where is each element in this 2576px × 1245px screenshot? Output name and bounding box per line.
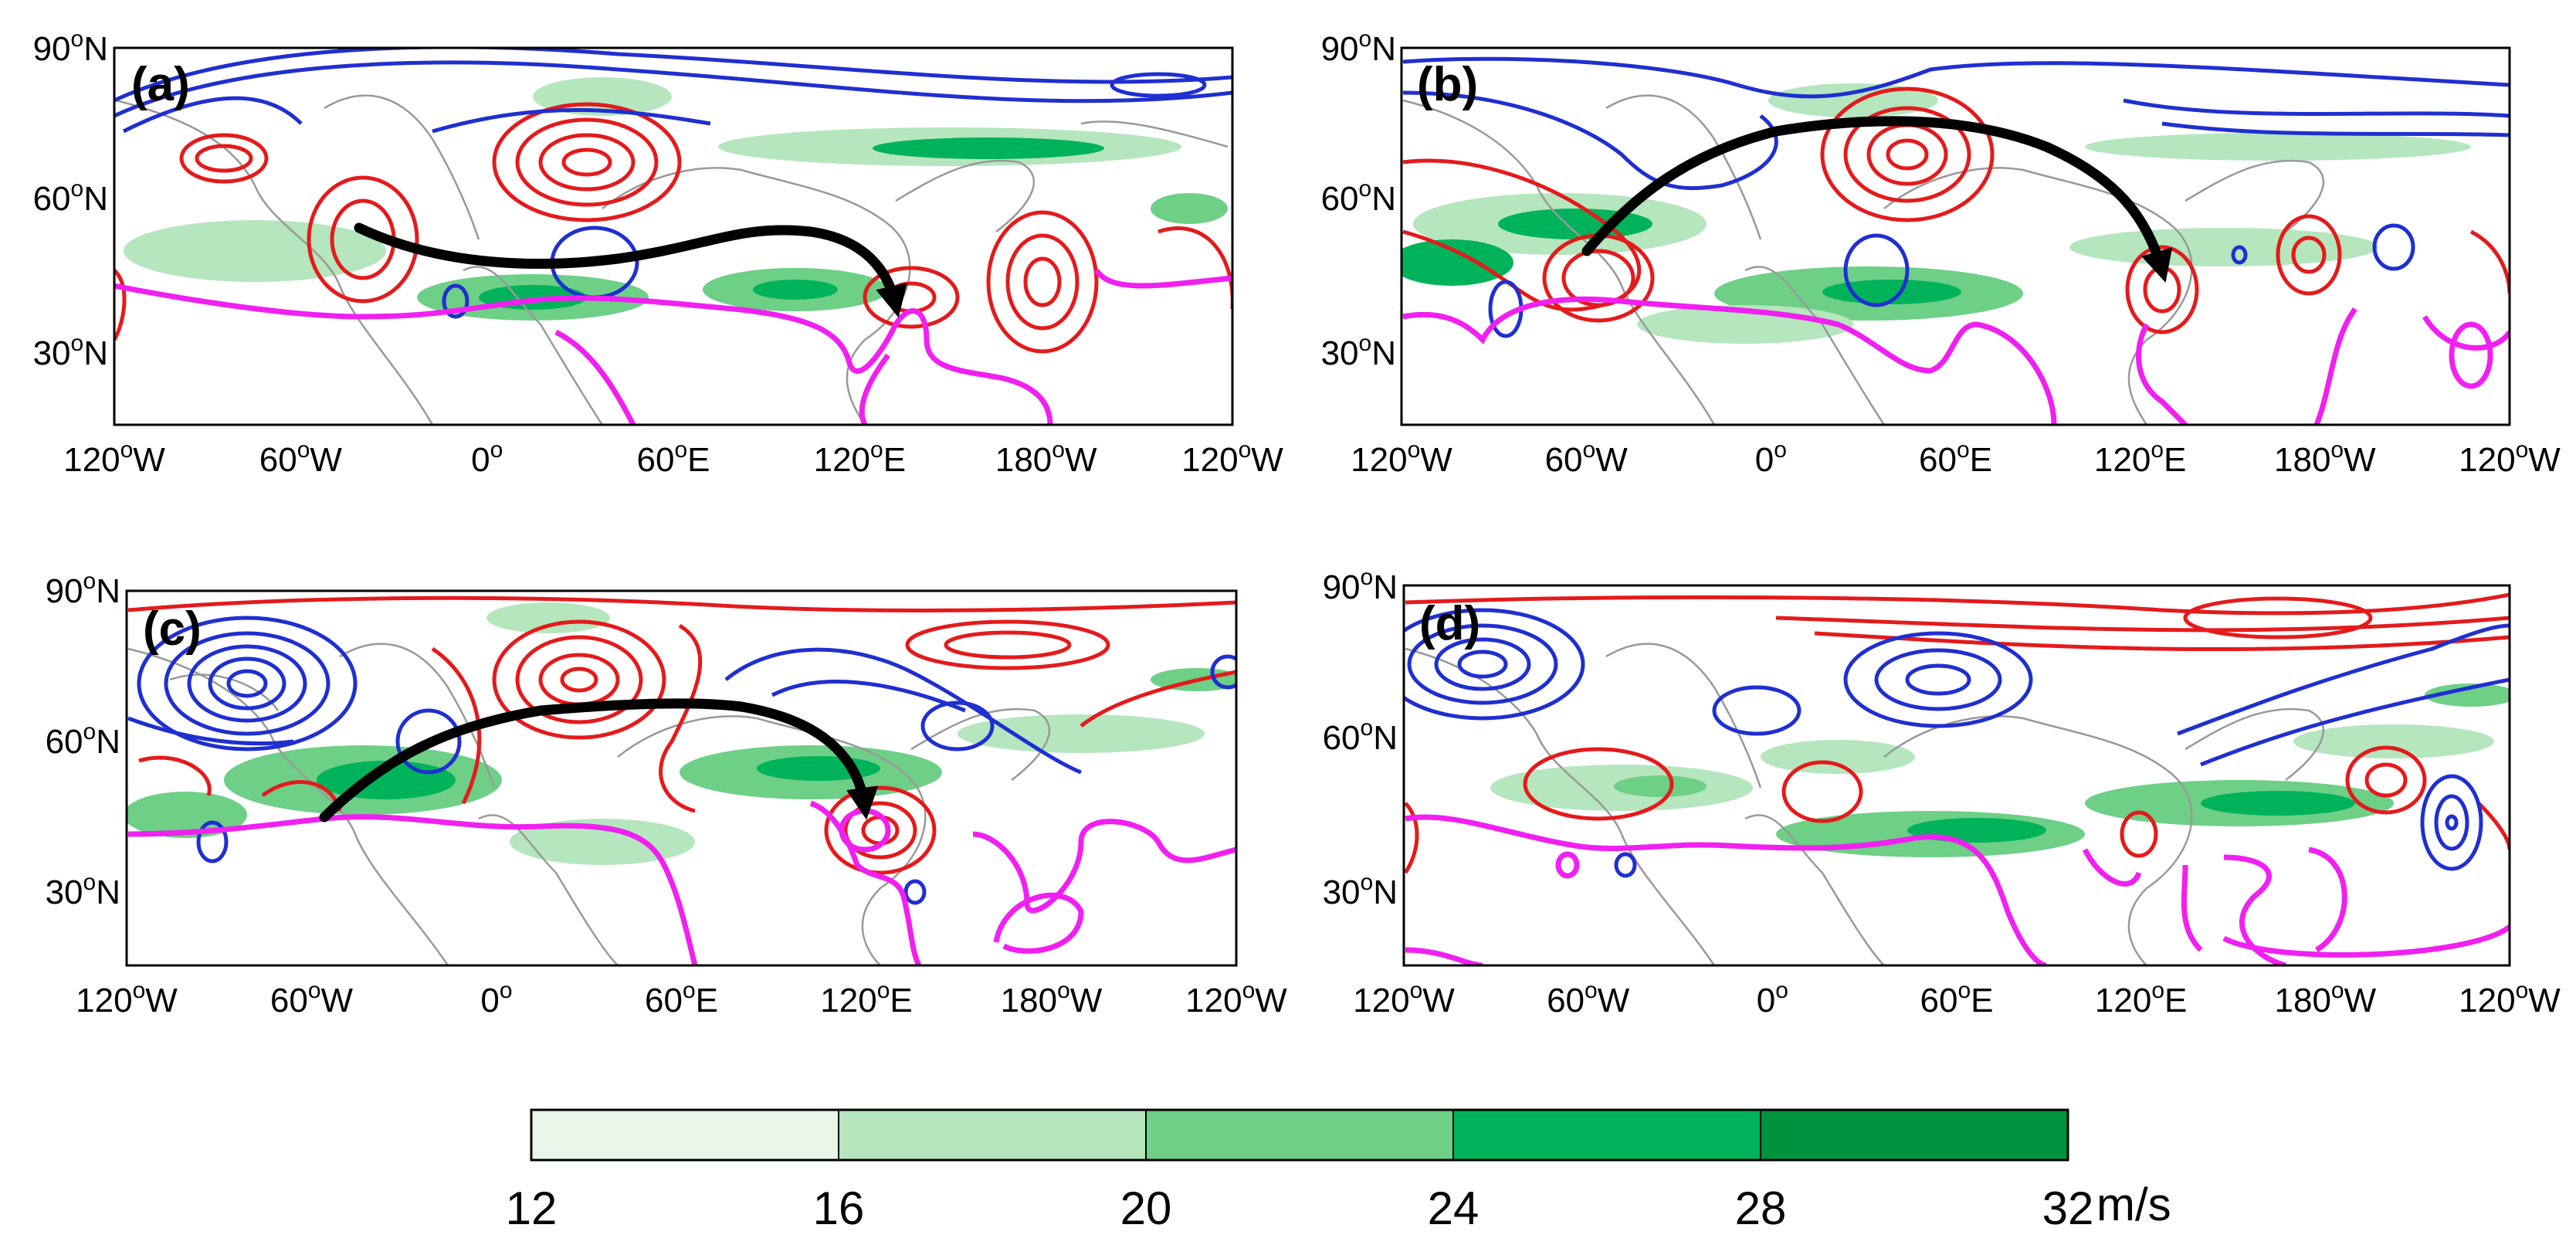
panel-label: (b) <box>1417 58 1478 111</box>
lat-tick: 60oN <box>1323 715 1398 757</box>
wave-train-arrow <box>354 222 907 318</box>
colorbar-bin <box>530 1109 839 1161</box>
lon-tick: 120oW <box>2459 437 2561 479</box>
lon-axis-a: 120oW 60oW 0o 60oE 120oE 180oW 120oW <box>63 437 1283 479</box>
axis-labels: 90oN 60oN 30oN 90oN 60oN 30oN 90oN 60oN … <box>33 26 2561 1019</box>
wave-train-arrow <box>319 698 879 823</box>
lon-tick: 0o <box>1757 978 1788 1019</box>
jet-axis <box>1405 814 2510 965</box>
lon-tick: 0o <box>471 437 503 479</box>
colorbar-boxes <box>530 1109 2069 1161</box>
colorbar-ticks: 12 16 20 24 28 32 <box>506 1182 2094 1234</box>
lat-tick: 90oN <box>1323 565 1398 606</box>
lon-tick: 180oW <box>1001 978 1103 1019</box>
lat-tick: 60oN <box>46 719 120 761</box>
lon-tick: 120oW <box>63 437 165 479</box>
panel-b: (b) <box>1400 46 2511 426</box>
colorbar-tick-label: 28 <box>1735 1182 1787 1234</box>
colorbar-tick-label: 16 <box>813 1182 865 1234</box>
lon-tick: 120oW <box>1185 978 1287 1019</box>
colorbar-unit: m/s <box>2096 1179 2171 1230</box>
lon-tick: 120oE <box>820 978 912 1019</box>
lon-tick: 120oW <box>1351 437 1452 479</box>
negative-contours <box>127 616 1236 905</box>
lat-tick: 90oN <box>46 568 120 610</box>
lon-tick: 60oW <box>1545 437 1629 479</box>
colorbar-bin <box>1760 1109 2069 1161</box>
lat-tick: 30oN <box>33 331 108 372</box>
lon-tick: 180oW <box>2275 978 2377 1019</box>
panel-label: (a) <box>131 58 190 111</box>
lon-tick: 120oE <box>2095 978 2187 1019</box>
jet-axis <box>1402 297 2510 425</box>
lat-tick: 60oN <box>33 176 108 218</box>
lon-tick: 60oE <box>1920 978 1994 1019</box>
lat-tick: 30oN <box>46 870 120 911</box>
lon-axis-b: 120oW 60oW 0o 60oE 120oE 180oW 120oW <box>1351 437 2561 479</box>
lon-tick: 120oW <box>2459 978 2561 1019</box>
colorbar-tick-label: 20 <box>1120 1182 1172 1234</box>
coastlines <box>1405 643 2325 965</box>
lon-axis-c: 120oW 60oW 0o 60oE 120oE 180oW 120oW <box>76 978 1287 1019</box>
colorbar: 12 16 20 24 28 32 m/s <box>506 1108 2171 1234</box>
colorbar-bin <box>838 1109 1147 1161</box>
lat-tick: 30oN <box>1323 870 1398 911</box>
lon-tick: 60oE <box>645 978 718 1019</box>
lon-tick: 60oW <box>1547 978 1630 1019</box>
lon-tick: 120oW <box>1353 978 1455 1019</box>
colorbar-tick-label: 12 <box>506 1182 558 1234</box>
coastlines <box>1402 94 2325 425</box>
lon-tick: 120oW <box>1181 437 1283 479</box>
panel-a: (a) <box>113 46 1234 426</box>
lat-tick: 90oN <box>1321 26 1396 68</box>
lon-tick: 60oE <box>637 437 710 479</box>
lon-tick: 120oE <box>2094 437 2186 479</box>
lon-tick: 0o <box>480 978 512 1019</box>
negative-contours <box>1404 608 2510 878</box>
lat-tick: 90oN <box>33 26 108 68</box>
jet-axis <box>127 800 1236 965</box>
colorbar-bin <box>1145 1109 1454 1161</box>
lat-tick: 30oN <box>1321 331 1396 372</box>
lon-tick: 60oW <box>259 437 343 479</box>
lon-tick: 120oE <box>814 437 906 479</box>
lon-tick: 120oW <box>76 978 178 1019</box>
lon-tick: 180oW <box>995 437 1097 479</box>
jet-axis <box>114 268 1232 425</box>
panel-c: (c) <box>125 589 1238 967</box>
lon-axis-d: 120oW 60oW 0o 60oE 120oE 180oW 120oW <box>1353 978 2561 1019</box>
lon-tick: 60oW <box>270 978 354 1019</box>
colorbar-tick-label: 32 <box>2042 1182 2094 1234</box>
panel-d: (d) <box>1402 584 2511 967</box>
positive-contours <box>1404 592 2510 874</box>
wind-speed-shading <box>124 77 1228 321</box>
colorbar-bin <box>1452 1109 1761 1161</box>
coastlines <box>115 94 1229 425</box>
lon-tick: 180oW <box>2274 437 2376 479</box>
colorbar-frame <box>530 1108 2069 1162</box>
wind-speed-shading <box>1490 684 2510 857</box>
panel-label: (d) <box>1419 597 1480 650</box>
wave-train-arrow <box>1581 116 2173 283</box>
positive-contours <box>114 102 1232 354</box>
lon-tick: 0o <box>1755 437 1787 479</box>
lon-tick: 60oE <box>1919 437 1992 479</box>
panel-label: (c) <box>143 602 202 656</box>
colorbar-tick-label: 24 <box>1428 1182 1480 1234</box>
lat-tick: 60oN <box>1321 176 1396 218</box>
